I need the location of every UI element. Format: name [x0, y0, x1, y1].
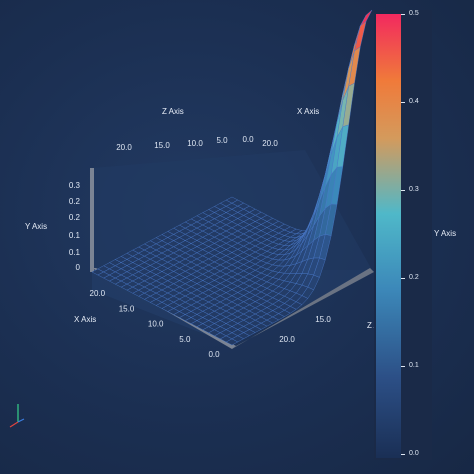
x-tick-label: 15.0 [119, 304, 135, 313]
y-tick-label: 0.2 [69, 197, 81, 206]
colorbar-tick-label: 0.4 [409, 98, 419, 105]
colorbar-tick-mark [401, 278, 405, 279]
colorbar-tick-label: 0.5 [409, 10, 419, 17]
z-tick-label: 20.0 [116, 143, 132, 152]
z-tick-label: 15.0 [154, 141, 170, 150]
x-tick-label: 20.0 [90, 289, 106, 298]
colorbar-tick-label: 0.2 [409, 274, 419, 281]
x-tick-label: 5.0 [179, 335, 191, 344]
colorbar-tick-mark [401, 14, 405, 15]
x-tick-label-top: 20.0 [262, 139, 278, 148]
axis-title-x: X Axis [74, 315, 97, 324]
colorbar-tick-label: 0.3 [409, 186, 419, 193]
y-tick-label: 0 [76, 263, 81, 272]
axis-title-z: Z Axis [162, 107, 184, 116]
x-tick-label: 0.0 [208, 350, 220, 359]
colorbar-tick-label: 0.1 [409, 362, 419, 369]
colorbar-tick-mark [401, 190, 405, 191]
y-tick-label: 0.1 [69, 248, 81, 257]
z-tick-label: 0.0 [242, 135, 254, 144]
z-tick-label-front: 15.0 [315, 315, 331, 324]
x-tick-label: 10.0 [148, 320, 164, 329]
colorbar-tick-mark [401, 454, 405, 455]
colorbar [376, 14, 401, 458]
axis-glyph-x [9, 421, 19, 428]
z-tick-label: 5.0 [216, 136, 228, 145]
floor-edge-right [232, 268, 374, 349]
colorbar-title: Y Axis [434, 229, 457, 238]
axis-glyph-z [17, 418, 25, 423]
z-tick-label: 10.0 [187, 139, 203, 148]
axis-title-y: Y Axis [25, 222, 48, 231]
colorbar-tick-mark [401, 366, 405, 367]
colorbar-tick-label: 0.0 [409, 450, 419, 457]
colorbar-tick-mark [401, 102, 405, 103]
y-tick-label: 0.2 [69, 213, 81, 222]
y-tick-label: 0.1 [69, 231, 81, 240]
z-tick-label-front: 20.0 [279, 335, 295, 344]
surface-mesh [91, 9, 373, 346]
axis-title-x-top: X Axis [297, 107, 320, 116]
y-tick-label: 0.3 [69, 181, 81, 190]
surface-cell [360, 9, 373, 26]
